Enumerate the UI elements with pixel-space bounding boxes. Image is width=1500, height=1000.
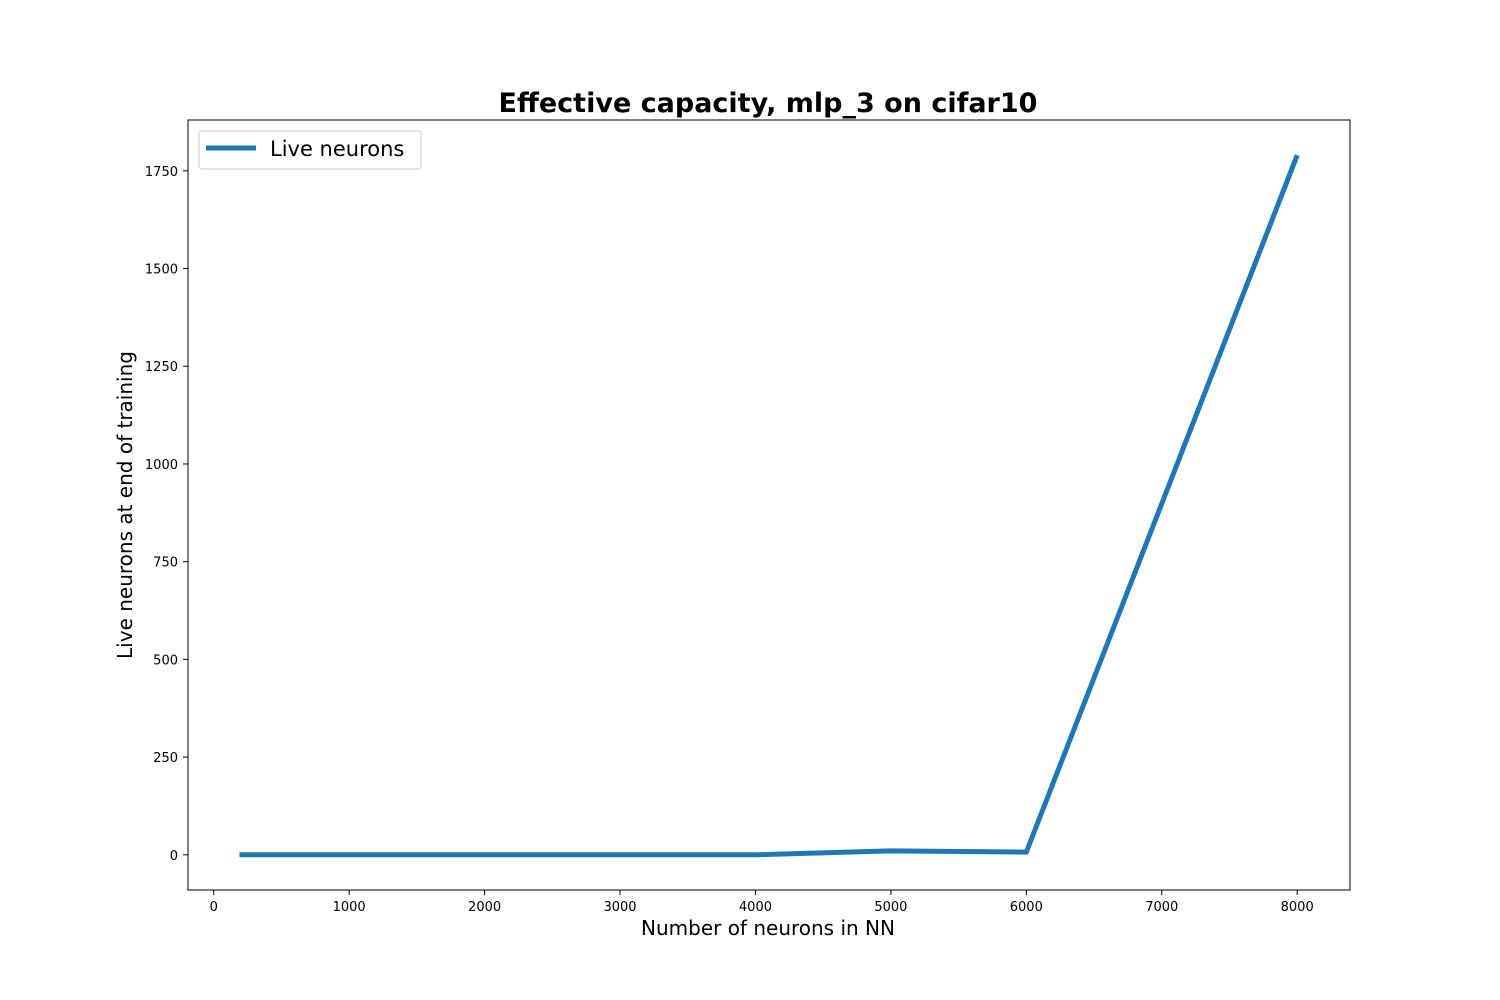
legend-box xyxy=(198,130,422,170)
series-layer xyxy=(239,154,1300,858)
x-tick-label: 1000 xyxy=(333,900,366,915)
series-line xyxy=(239,154,1300,858)
x-tick-label: 3000 xyxy=(603,900,636,915)
y-tick-label: 250 xyxy=(153,751,178,766)
x-tick-label: 2000 xyxy=(468,900,501,915)
x-tick-label: 0 xyxy=(210,900,218,915)
y-tick-label: 1000 xyxy=(145,458,178,473)
x-tick-label: 4000 xyxy=(739,900,772,915)
x-tick-label: 6000 xyxy=(1010,900,1043,915)
x-axis: 0 1000 2000 3000 4000 5000 6000 7000 8000 xyxy=(210,890,1314,915)
x-tick-label: 8000 xyxy=(1281,900,1314,915)
legend: Live neurons xyxy=(198,130,422,170)
x-axis-label: Number of neurons in NN xyxy=(641,916,895,940)
x-tick-label: 7000 xyxy=(1145,900,1178,915)
y-tick-label: 750 xyxy=(153,556,178,571)
y-tick-label: 1250 xyxy=(145,360,178,375)
y-axis: 0 250 500 750 1000 1250 1500 1750 xyxy=(145,165,188,864)
x-tick-label: 5000 xyxy=(874,900,907,915)
y-axis-label: Live neurons at end of training xyxy=(113,351,137,659)
plot-area xyxy=(187,119,1351,891)
y-tick-label: 1500 xyxy=(145,263,178,278)
y-tick-label: 1750 xyxy=(145,165,178,180)
legend-label: Live neurons xyxy=(270,137,404,161)
chart-title: Effective capacity, mlp_3 on cifar10 xyxy=(499,88,1038,119)
y-tick-label: 0 xyxy=(170,849,178,864)
y-tick-label: 500 xyxy=(153,653,178,668)
